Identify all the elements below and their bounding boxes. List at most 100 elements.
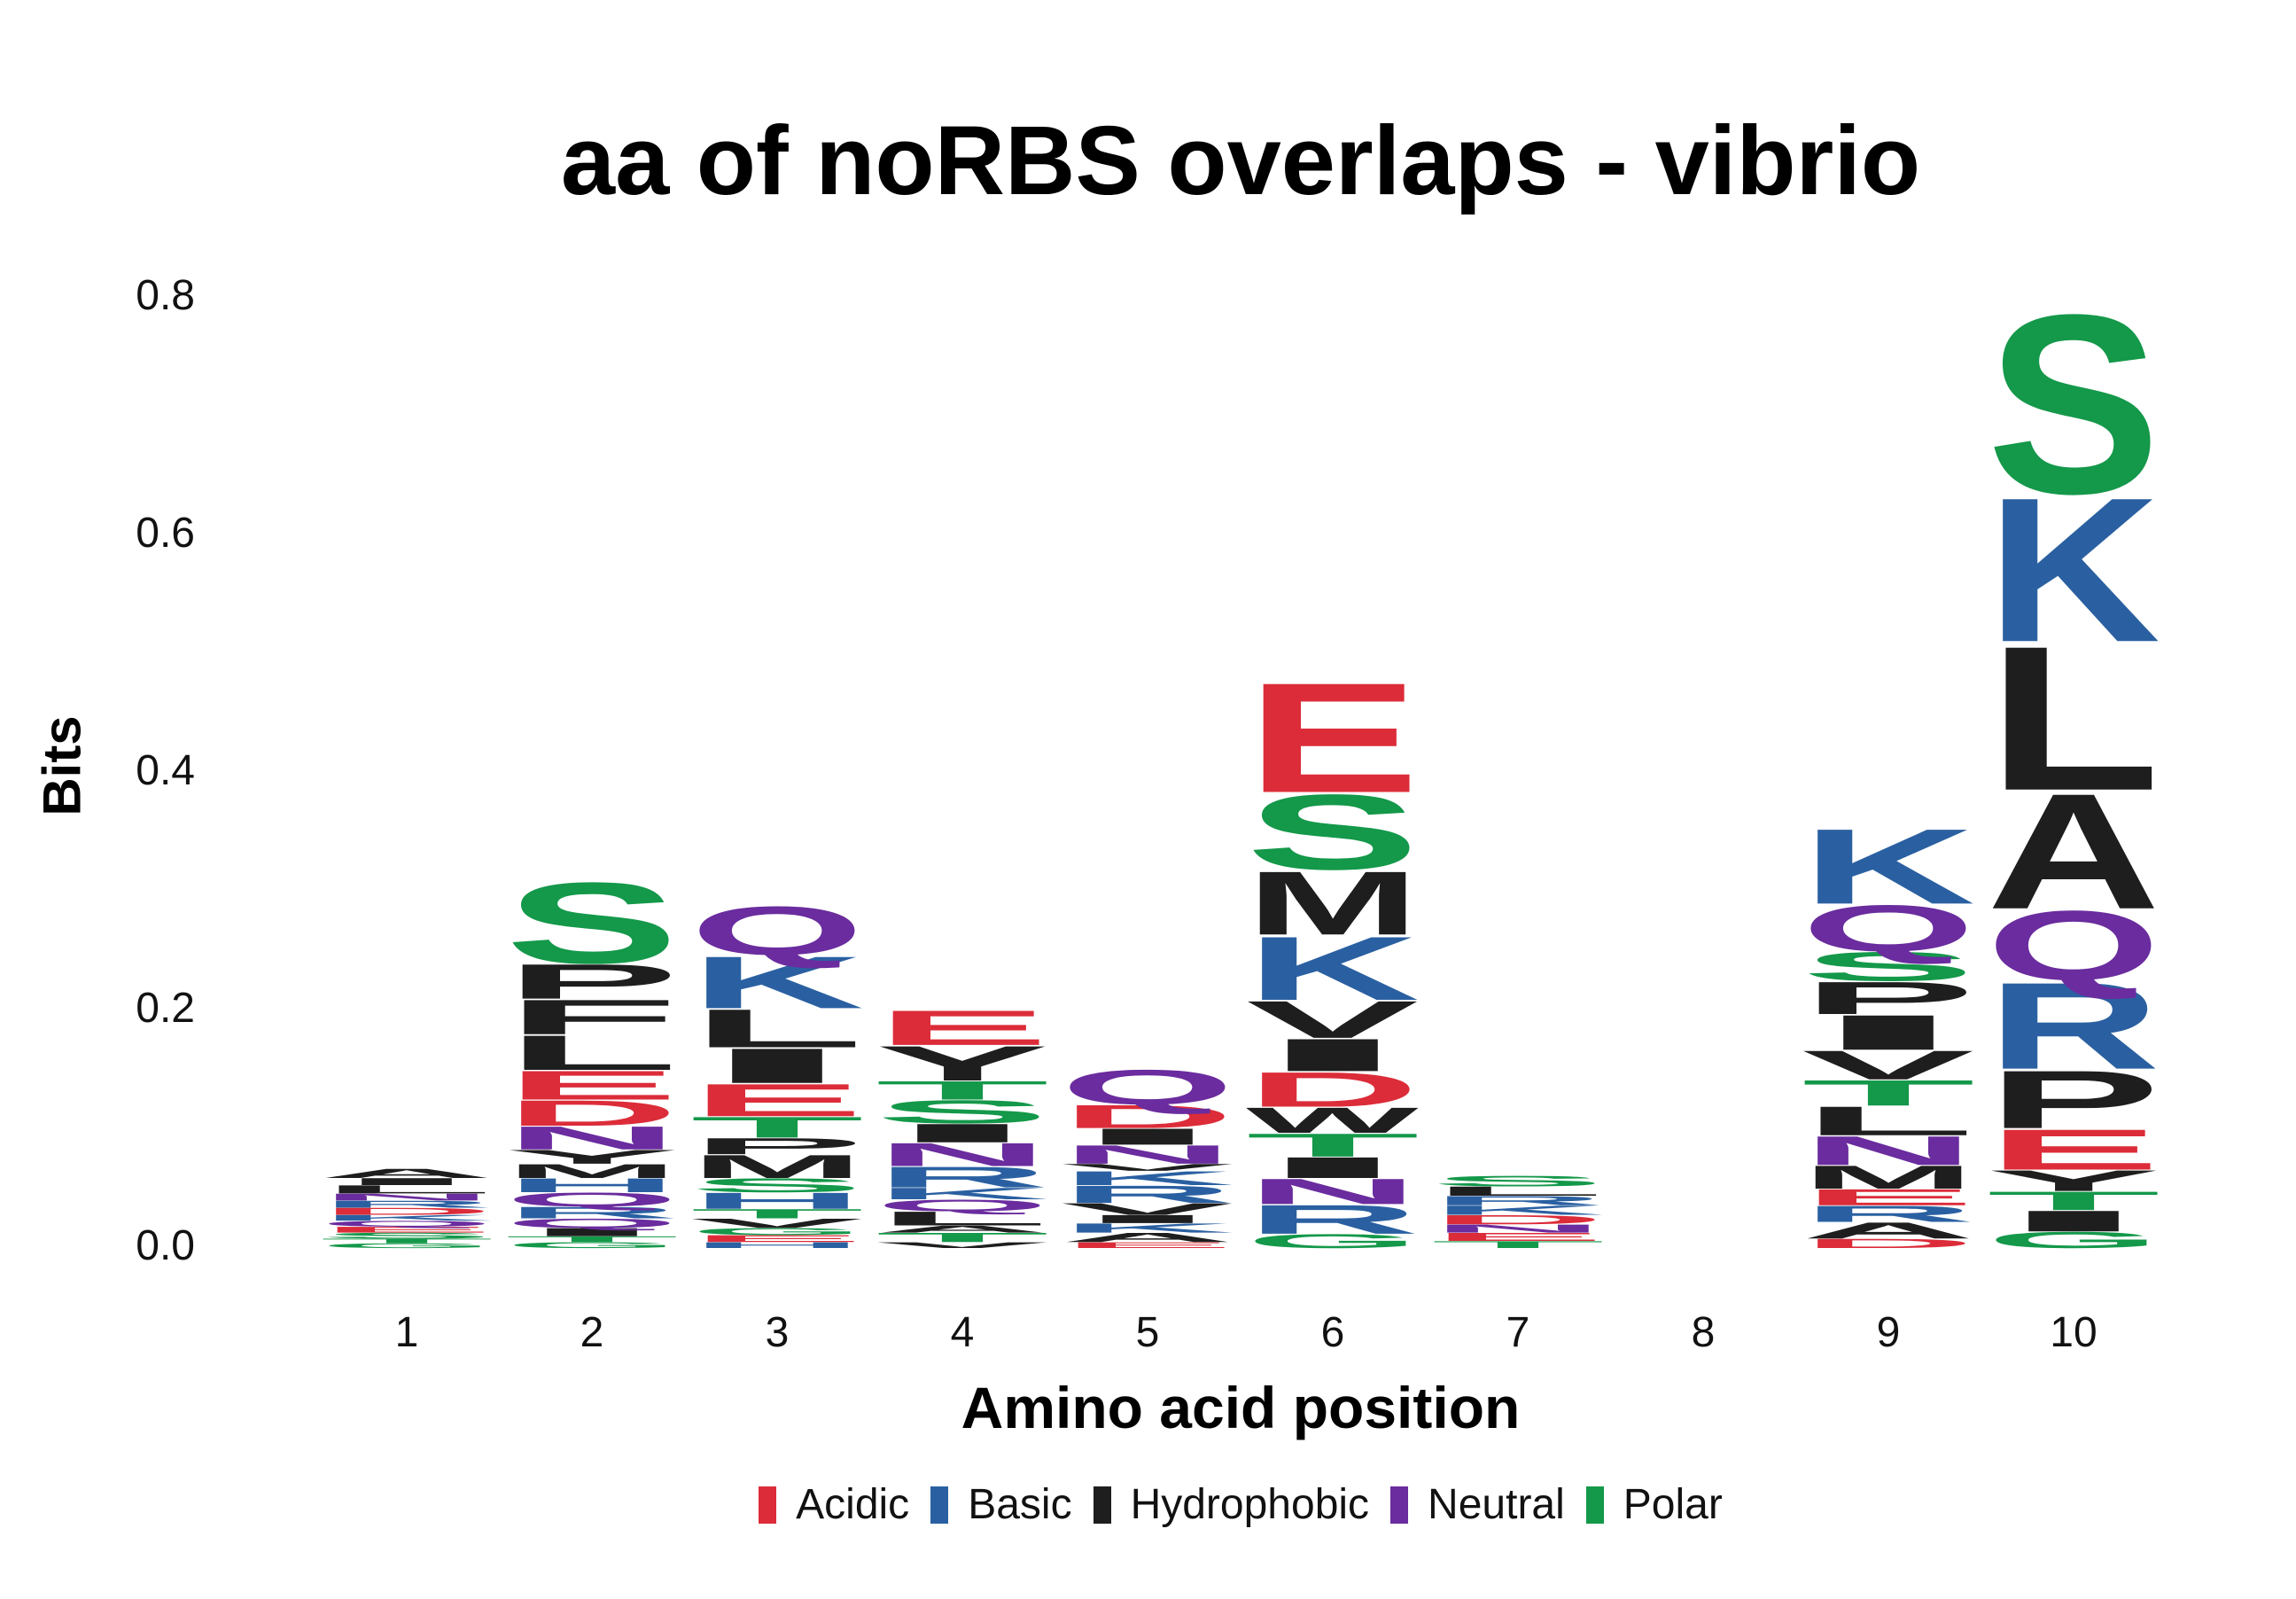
logo-letter-V-pos6: V (1246, 990, 1419, 1049)
logo-letter-F-pos2: F (505, 989, 679, 1044)
logo-letter-S-pos6: S (1246, 772, 1420, 892)
logo-letter-D-pos2: D (505, 1093, 679, 1134)
logo-letter-L-pos1: L (320, 1183, 494, 1197)
y-tick-label: 0.4 (136, 747, 195, 794)
logo-letter-Q-pos1: Q (320, 1219, 494, 1228)
logo-letter-I-pos5: I (1061, 1213, 1234, 1226)
logo-letter-L-pos4: L (876, 1207, 1049, 1229)
logo-letter-A-pos5: A (1061, 1230, 1234, 1245)
logo-letter-E-pos7: E (1431, 1230, 1605, 1244)
logo-letter-R-pos1: R (320, 1198, 494, 1209)
logo-letter-T-pos9: T (1802, 1072, 1975, 1113)
logo-letter-H-pos2: H (505, 1174, 679, 1197)
logo-letter-R-pos7: R (1431, 1193, 1605, 1208)
logo-letter-E-pos3: E (690, 1074, 864, 1126)
legend-item-neutral: Neutral (1390, 1480, 1565, 1529)
legend-swatch (1093, 1486, 1111, 1524)
logo-letter-K-pos10: K (1987, 454, 2160, 684)
logo-letter-D-pos5: D (1061, 1098, 1234, 1135)
logo-letter-Y-pos10: Y (1987, 1165, 2160, 1197)
legend-label: Hydrophobic (1130, 1481, 1370, 1528)
logo-letter-N-pos4: N (876, 1136, 1049, 1174)
legend-label: Basic (968, 1481, 1072, 1528)
legend-label: Neutral (1428, 1481, 1565, 1528)
logo-letter-M-pos6: M (1246, 853, 1420, 954)
logo-letter-A-pos1: A (320, 1166, 494, 1181)
logo-letter-R-pos5: R (1061, 1181, 1234, 1208)
logo-letter-M-pos3: M (690, 1148, 864, 1185)
logo-letter-W-pos6: W (1246, 1100, 1420, 1141)
legend-swatch (759, 1486, 777, 1524)
legend-item-acidic: Acidic (759, 1480, 909, 1529)
logo-letter-L-pos9: L (1802, 1097, 1975, 1143)
logo-letter-K-pos9: K (1802, 807, 1975, 926)
logo-letter-K-pos5: K (1061, 1221, 1234, 1236)
legend-item-hydrophobic: Hydrophobic (1093, 1480, 1370, 1529)
logo-letter-I-pos1: I (320, 1176, 494, 1187)
logo-letter-G-pos1: G (320, 1242, 494, 1249)
logo-letter-I-pos5: I (1061, 1124, 1234, 1150)
logo-letter-T-pos6: T (1246, 1127, 1420, 1164)
logo-letter-N-pos5: N (1061, 1140, 1234, 1169)
legend-label: Acidic (796, 1481, 910, 1528)
legend-item-basic: Basic (930, 1480, 1072, 1529)
logo-letter-K-pos4: K (876, 1184, 1049, 1203)
logo-letter-P-pos2: P (505, 954, 679, 1009)
chart-title: aa of noRBS overlaps - vibrio (560, 106, 1921, 215)
logo-letter-K-pos3: K (690, 940, 864, 1024)
logo-letter-V-pos3: V (690, 1216, 863, 1231)
logo-letter-R-pos10: R (1987, 957, 2160, 1096)
logo-letter-N-pos9: N (1802, 1127, 1975, 1174)
logo-letter-P-pos10: P (1987, 1054, 2160, 1146)
y-tick-label: 0.6 (136, 510, 195, 557)
x-tick-label: 4 (950, 1309, 975, 1356)
logo-letter-K-pos7: K (1431, 1203, 1605, 1218)
logo-letter-I-pos10: I (1987, 1205, 2160, 1237)
logo-letter-Y-pos2: Y (505, 1146, 679, 1168)
logo-letter-Q-pos5: Q (1061, 1059, 1234, 1114)
legend-swatch (1390, 1486, 1409, 1524)
x-tick-label: 7 (1506, 1309, 1530, 1356)
logo-letter-S-pos4: S (876, 1094, 1049, 1131)
logo-letter-R-pos6: R (1246, 1197, 1420, 1243)
logo-letter-P-pos3: P (690, 1134, 864, 1159)
logo-letter-N-pos1: N (320, 1191, 494, 1202)
logo-letter-Y-pos4: Y (876, 1036, 1049, 1091)
x-tick-label: 2 (580, 1309, 604, 1356)
x-tick-label: 10 (2050, 1309, 2098, 1356)
logo-letter-E-pos10: E (1987, 1118, 2160, 1182)
logo-letter-E-pos6: E (1246, 651, 1420, 826)
logo-letter-M-pos2: M (505, 1160, 679, 1182)
logo-letter-H-pos3: H (690, 1241, 864, 1250)
logo-letter-Q-pos9: Q (1802, 892, 1975, 965)
logo-letter-G-pos2: G (505, 1241, 679, 1250)
logo-letter-N-pos7: N (1431, 1222, 1605, 1236)
logo-letter-A-pos4: A (876, 1223, 1049, 1234)
logo-letter-L-pos7: L (1431, 1184, 1605, 1199)
legend-swatch (1585, 1486, 1604, 1524)
y-tick-label: 0.8 (136, 272, 195, 319)
logo-letter-M-pos9: M (1802, 1158, 1975, 1196)
logo-letter-I-pos6: I (1246, 1029, 1420, 1080)
logo-letter-R-pos4: R (876, 1160, 1049, 1193)
logo-letter-N-pos2: N (505, 1119, 679, 1157)
logo-letter-I-pos6: I (1246, 1151, 1420, 1184)
logo-letter-K-pos6: K (1246, 918, 1420, 1019)
x-axis-label: Amino acid position (961, 1375, 1521, 1440)
logo-letter-N-pos6: N (1246, 1172, 1420, 1213)
logo-letter-A-pos9: A (1802, 1218, 1975, 1244)
logo-letter-E-pos4: E (876, 1000, 1049, 1055)
logo-letter-D-pos9: D (1802, 1236, 1975, 1252)
logo-letter-E-pos3: E (690, 1233, 864, 1244)
logo-letter-I-pos4: I (876, 1119, 1049, 1148)
x-tick-label: 5 (1135, 1309, 1160, 1356)
logo-letter-Q-pos10: Q (1987, 891, 2160, 1001)
logo-letter-T-pos2: T (505, 1235, 679, 1244)
logo-letter-G-pos6: G (1246, 1230, 1420, 1252)
logo-letter-I-pos3: I (690, 1038, 864, 1093)
logo-letter-Q-pos2: Q (505, 1216, 679, 1231)
legend: Acidic Basic Hydrophobic Neutral Polar (0, 1480, 2296, 1529)
logo-letter-T-pos1: T (320, 1237, 494, 1244)
logo-letter-V-pos9: V (1802, 1042, 1974, 1088)
logo-letter-K-pos1: K (320, 1213, 494, 1222)
